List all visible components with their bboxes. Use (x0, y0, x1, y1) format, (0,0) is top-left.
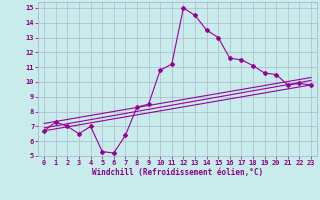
X-axis label: Windchill (Refroidissement éolien,°C): Windchill (Refroidissement éolien,°C) (92, 168, 263, 177)
